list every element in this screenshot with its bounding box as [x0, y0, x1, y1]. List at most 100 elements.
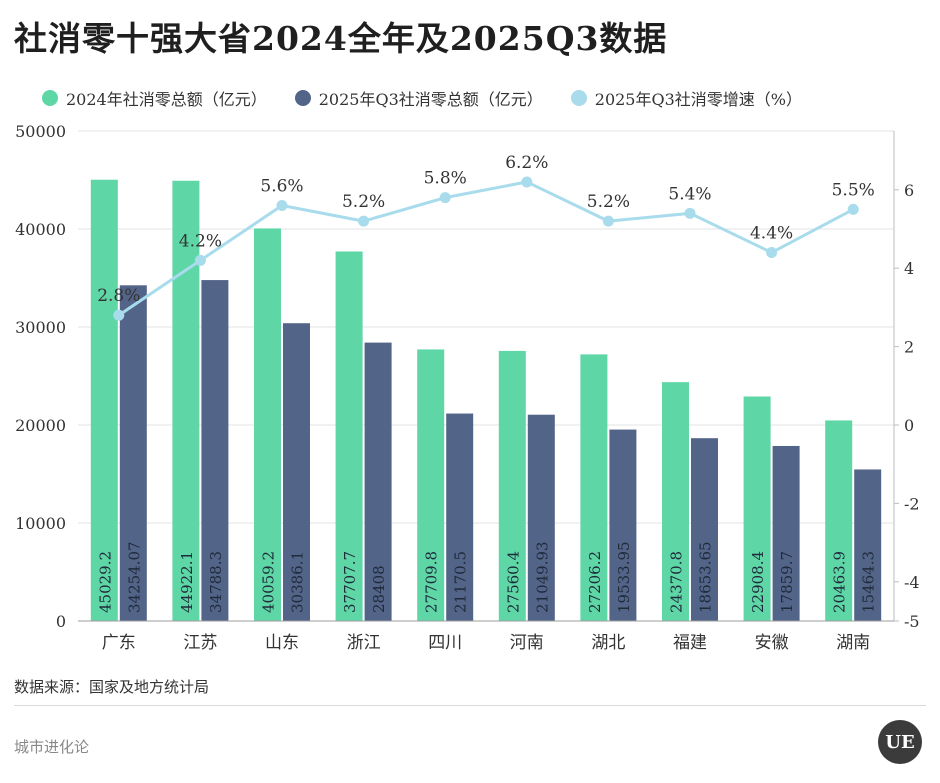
legend-label-2025q3-growth: 2025年Q3社消零增速（%） [594, 90, 802, 109]
legend-swatch-2024-total [42, 90, 58, 106]
x-tick-label: 山东 [265, 633, 299, 653]
growth-value-label: 5.4% [668, 184, 711, 204]
x-tick-label: 江苏 [183, 633, 217, 653]
bar [90, 179, 118, 621]
bar-value-label: 37707.7 [341, 551, 359, 613]
bar-value-label: 27560.4 [504, 551, 522, 613]
brand-logo: UE [878, 720, 922, 764]
bar [335, 251, 363, 621]
growth-point [276, 199, 288, 211]
bar-value-label: 30386.1 [289, 551, 307, 613]
y2-tick-label: -5 [904, 612, 920, 631]
y2-tick-label: 2 [904, 338, 914, 357]
growth-line [117, 180, 854, 317]
bar [854, 469, 882, 621]
bar-value-label: 27206.2 [586, 551, 604, 613]
y-tick-label: 40000 [15, 220, 66, 239]
growth-point [113, 309, 125, 321]
x-tick-label: 湖南 [836, 633, 870, 653]
bar [743, 396, 771, 621]
bar [172, 180, 200, 621]
x-tick-label: 河南 [510, 633, 544, 653]
growth-point [358, 215, 370, 227]
bar [772, 445, 800, 621]
data-source: 数据来源：国家及地方统计局 [14, 678, 210, 696]
x-tick-label: 湖北 [591, 633, 625, 653]
growth-value-label: 5.5% [832, 180, 875, 200]
divider [14, 705, 926, 706]
growth-value-label: 4.4% [750, 224, 793, 244]
growth-point [439, 192, 451, 204]
y2-tick-label: -4 [904, 573, 920, 592]
bar [662, 382, 689, 621]
bar [498, 350, 526, 621]
bar-value-label: 34254.07 [125, 541, 143, 613]
x-tick-label: 浙江 [347, 633, 381, 653]
bar-value-label: 28408 [370, 565, 388, 613]
legend-item-2025q3-growth: 2025年Q3社消零增速（%） [570, 86, 802, 110]
chart-title: 社消零十强大省2024全年及2025Q3数据 [14, 19, 668, 58]
bar-value-label: 34788.3 [207, 551, 225, 613]
growth-value-label: 5.8% [424, 169, 467, 189]
x-tick-label: 广东 [102, 633, 136, 653]
footer-brand: 城市进化论 [14, 738, 90, 756]
bar-value-label: 20463.9 [831, 551, 849, 613]
bar-value-label: 44922.1 [178, 551, 196, 613]
growth-point [521, 176, 533, 188]
bar [283, 323, 310, 621]
bar [609, 429, 637, 621]
bar-value-label: 21170.5 [452, 551, 470, 613]
y-tick-label: 50000 [15, 122, 66, 141]
bar [691, 438, 718, 621]
y2-tick-label: 6 [904, 181, 914, 200]
growth-point [602, 215, 614, 227]
y2-tick-label: 0 [904, 416, 914, 435]
bar-value-label: 22908.4 [749, 551, 767, 613]
bar-value-label: 21049.93 [533, 541, 551, 613]
bar-value-label: 40059.2 [260, 551, 278, 613]
y-tick-label: 10000 [15, 514, 66, 533]
x-tick-label: 四川 [428, 633, 462, 653]
legend-item-2025q3-total: 2025年Q3社消零总额（亿元） [294, 86, 543, 110]
y2-tick-label: 4 [904, 259, 914, 278]
bar-value-label: 17859.7 [778, 551, 796, 613]
bar [119, 285, 147, 621]
bar-value-label: 27709.8 [423, 551, 441, 613]
growth-value-label: 5.2% [342, 192, 385, 212]
legend-item-2024-total: 2024年社消零总额（亿元） [42, 86, 267, 110]
growth-point [684, 207, 696, 219]
bar-value-label: 19533.95 [615, 541, 633, 613]
growth-value-label: 4.2% [179, 231, 222, 251]
growth-point [194, 254, 206, 266]
y-tick-label: 30000 [15, 318, 66, 337]
bar [446, 413, 474, 621]
bar [254, 228, 281, 621]
growth-value-label: 5.6% [260, 176, 303, 196]
y-tick-label: 20000 [15, 416, 66, 435]
bar-value-label: 24370.8 [668, 551, 686, 613]
legend-swatch-2025q3-total [294, 90, 311, 106]
bar [364, 342, 392, 621]
x-tick-label: 福建 [673, 633, 707, 653]
x-tick-label: 安徽 [755, 633, 789, 653]
bar [417, 349, 445, 621]
bar [580, 354, 608, 621]
bar [825, 420, 853, 621]
growth-point [766, 247, 778, 259]
legend: 2024年社消零总额（亿元） 2025年Q3社消零总额（亿元） 2025年Q3社… [42, 86, 802, 110]
y2-tick-label: -2 [904, 494, 920, 513]
legend-label-2024-total: 2024年社消零总额（亿元） [66, 90, 267, 109]
legend-swatch-2025q3-growth [570, 90, 587, 106]
bar-value-label: 18653.65 [697, 541, 715, 613]
chart-canvas: 0 10000 20000 30000 40000 50000 -5 -4 -2 0 2 4 6 4502… [15, 122, 920, 653]
growth-point [847, 203, 859, 215]
growth-value-label: 6.2% [505, 153, 548, 173]
bar [527, 414, 555, 621]
bar [201, 280, 229, 621]
growth-value-label: 5.2% [587, 192, 630, 212]
bar-value-label: 45029.2 [96, 551, 114, 613]
bar-value-label: 15464.3 [860, 551, 878, 613]
legend-label-2025q3-total: 2025年Q3社消零总额（亿元） [318, 90, 543, 109]
y-tick-label: 0 [56, 612, 66, 631]
growth-value-label: 2.8% [97, 286, 140, 306]
